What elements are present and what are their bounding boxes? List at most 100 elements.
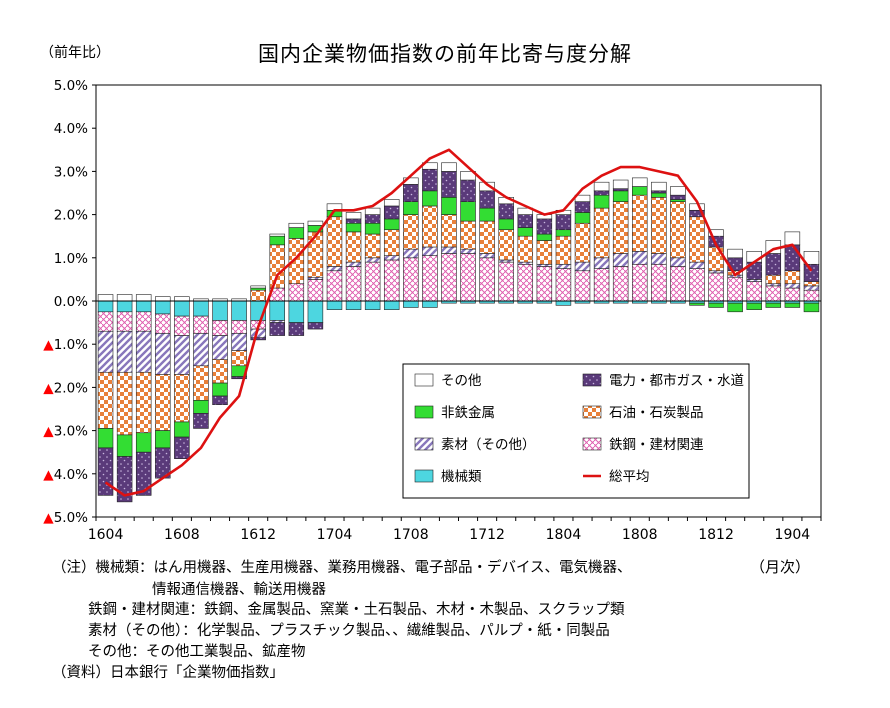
bar-hitetsu	[555, 229, 572, 237]
bar-sozai	[765, 283, 782, 287]
bar-sekiyu	[498, 229, 514, 261]
x-axis-unit-label: （月次）	[750, 558, 811, 576]
bar-tekko	[288, 283, 305, 302]
y-tick-label: 1.0%	[54, 251, 88, 267]
bar-hitetsu	[708, 302, 724, 308]
bar-sozai	[784, 283, 801, 289]
bar-sozai	[441, 246, 457, 254]
bar-tekko	[517, 263, 534, 302]
bar-tekko	[364, 261, 381, 302]
bar-sekiyu	[593, 207, 610, 259]
bar-kikai	[135, 300, 152, 313]
bar-sonota	[269, 233, 285, 237]
bar-sekiyu	[460, 220, 476, 250]
bar-hitetsu	[193, 400, 209, 414]
legend-label-sekiyu: 石油・石炭製品	[609, 405, 704, 421]
bar-denryoku	[135, 451, 152, 496]
bar-hitetsu	[116, 434, 133, 457]
bar-denryoku	[536, 218, 553, 235]
bar-sonota	[383, 199, 400, 207]
bar-sekiyu	[422, 205, 438, 248]
bar-kikai	[97, 300, 114, 313]
bar-tekko	[460, 253, 476, 302]
bar-tekko	[403, 257, 419, 302]
bar-tekko	[498, 261, 514, 302]
bar-denryoku	[574, 201, 591, 213]
x-tick-label: 1708	[393, 527, 429, 543]
bar-sozai	[479, 253, 495, 259]
legend-label-tekko: 鉄鋼・建材関連	[609, 437, 704, 453]
bar-sekiyu	[383, 229, 400, 256]
bar-sekiyu	[574, 222, 591, 263]
bar-tekko	[632, 263, 648, 302]
legend-swatch-denryoku	[582, 373, 602, 387]
bar-sekiyu	[689, 216, 705, 263]
bar-hitetsu	[803, 302, 820, 313]
bar-hitetsu	[288, 227, 305, 239]
bar-hitetsu	[364, 222, 381, 235]
bar-tekko	[555, 268, 572, 302]
note-machinery-cont: 情報通信機器、輸送用機器	[152, 582, 326, 598]
bar-hitetsu	[345, 222, 362, 233]
bar-kikai	[193, 300, 209, 317]
bar-sonota	[612, 179, 629, 189]
bar-sozai	[555, 263, 572, 269]
bar-hitetsu	[135, 432, 152, 453]
bar-hitetsu	[155, 430, 171, 449]
bar-hitetsu	[593, 194, 610, 209]
bar-sekiyu	[803, 281, 820, 287]
bar-hitetsu	[670, 199, 686, 202]
bar-hitetsu	[727, 302, 743, 313]
bar-denryoku	[422, 168, 438, 192]
bar-tekko	[612, 266, 629, 302]
bar-tekko	[383, 259, 400, 302]
x-tick-label: 1704	[317, 527, 353, 543]
bar-sekiyu	[403, 214, 419, 250]
bar-sonota	[593, 181, 610, 192]
y-tick-label: ▲5.0%	[43, 510, 88, 526]
bar-sekiyu	[307, 231, 324, 278]
bar-sekiyu	[231, 350, 247, 367]
bar-denryoku	[479, 190, 495, 209]
bar-tekko	[174, 315, 190, 336]
bar-hitetsu	[746, 302, 762, 310]
bar-tekko	[803, 289, 820, 302]
bar-tekko	[441, 253, 457, 302]
bar-sozai	[670, 257, 686, 267]
bar-sonota	[479, 181, 495, 192]
bar-denryoku	[269, 322, 285, 336]
bar-hitetsu	[97, 428, 114, 449]
bar-sonota	[288, 222, 305, 228]
bar-tekko	[689, 268, 705, 302]
bar-sonota	[670, 186, 686, 196]
bar-tekko	[765, 285, 782, 302]
bar-tekko	[231, 320, 247, 334]
bar-sonota	[116, 294, 133, 302]
bar-sozai	[403, 248, 419, 259]
bar-kikai	[364, 300, 381, 310]
bar-sekiyu	[517, 235, 534, 263]
bar-sekiyu	[250, 289, 266, 302]
y-tick-label: 0.0%	[54, 294, 88, 310]
bar-sonota	[364, 207, 381, 215]
note-materials: 素材（その他）：化学製品、プラスチック製品、、繊維製品、パルプ・紙・同製品	[88, 623, 610, 639]
bar-sonota	[632, 177, 648, 187]
bar-denryoku	[364, 214, 381, 224]
legend-swatch-sekiyu	[582, 405, 602, 419]
bar-kikai	[345, 300, 362, 310]
bar-sozai	[269, 320, 285, 323]
bar-hitetsu	[479, 207, 495, 222]
bar-tekko	[708, 272, 724, 302]
bar-sozai	[174, 335, 190, 375]
bar-denryoku	[97, 447, 114, 496]
legend-swatch-sozai	[414, 437, 434, 451]
bar-sozai	[460, 248, 476, 254]
y-tick-label: 2.0%	[54, 208, 88, 224]
bar-denryoku	[784, 244, 801, 272]
legend-label-sozai: 素材（その他）	[441, 437, 536, 453]
x-tick-label: 1808	[622, 527, 658, 543]
bar-sozai	[364, 257, 381, 263]
bar-sozai	[651, 253, 667, 265]
bar-hitetsu	[250, 287, 266, 291]
bar-sozai	[574, 261, 591, 272]
